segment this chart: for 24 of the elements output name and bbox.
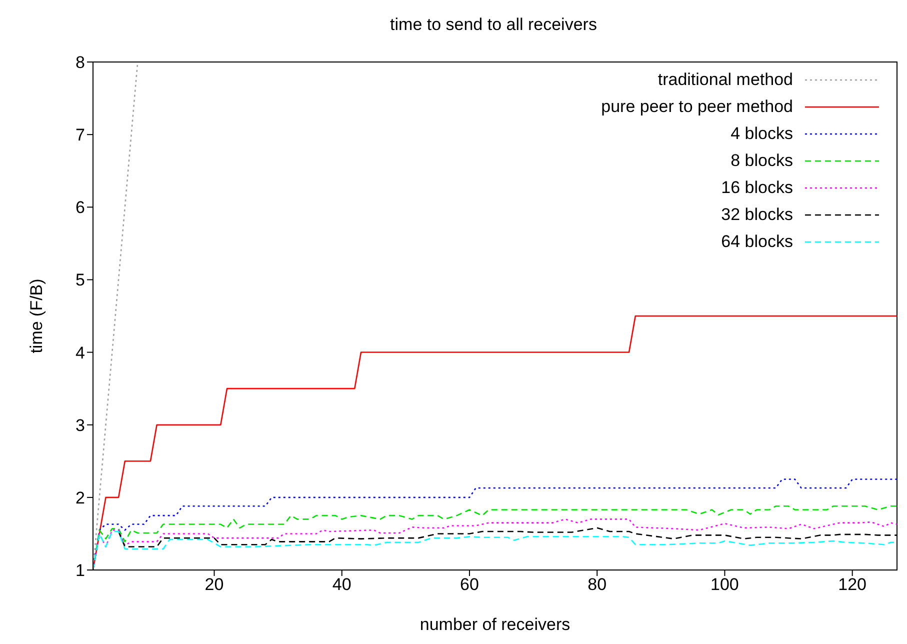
legend-label: 8 blocks	[730, 150, 793, 170]
y-tick-label: 7	[76, 126, 85, 145]
y-tick-label: 1	[76, 561, 85, 580]
y-tick-label: 3	[76, 416, 85, 435]
y-tick-label: 8	[76, 53, 85, 72]
y-tick-label: 5	[76, 270, 85, 290]
chart-title: time to send to all receivers	[389, 14, 598, 36]
x-tick-label: 100	[710, 575, 739, 594]
legend-label: 16 blocks	[721, 178, 793, 198]
x-tick-label: 20	[204, 575, 224, 594]
x-tick-label: 120	[838, 575, 867, 594]
legend-label: 64 blocks	[721, 232, 793, 252]
x-tick-label: 60	[460, 575, 479, 594]
x-axis-title: number of receivers	[420, 615, 570, 634]
x-tick-label: 80	[588, 575, 607, 594]
y-tick-label: 4	[76, 343, 85, 362]
x-tick-label: 40	[332, 575, 352, 594]
legend-label: pure peer to peer method	[601, 96, 793, 116]
y-axis-title: time (F/B)	[27, 278, 46, 354]
y-tick-label: 6	[76, 198, 85, 218]
y-tick-label: 2	[76, 488, 85, 508]
legend-label: 4 blocks	[730, 124, 793, 144]
legend-label: traditional method	[658, 70, 793, 90]
legend-label: 32 blocks	[721, 204, 793, 224]
